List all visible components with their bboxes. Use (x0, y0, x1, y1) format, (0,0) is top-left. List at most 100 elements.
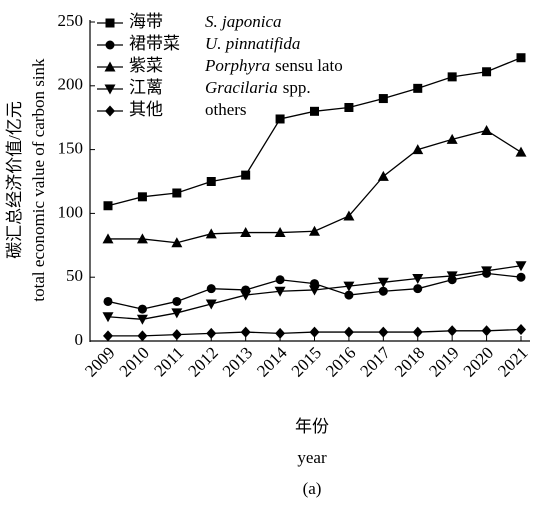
marker (481, 124, 493, 135)
marker (206, 327, 217, 339)
marker (309, 326, 320, 338)
y-tick-label: 250 (58, 11, 84, 30)
marker (104, 84, 116, 95)
marker (343, 326, 354, 338)
legend-name: 海带 (129, 12, 163, 31)
marker (136, 314, 148, 325)
legend-name: 裙带菜 (129, 34, 180, 53)
x-tick-label: 2014 (253, 343, 291, 381)
marker (206, 177, 216, 186)
legend-name: 其他 (129, 100, 163, 119)
x-tick-label: 2013 (219, 343, 256, 380)
x-tick-label: 2011 (150, 343, 187, 380)
y-tick-label: 200 (58, 75, 84, 94)
marker (378, 94, 388, 104)
legend-latin: Porphyra (204, 56, 270, 75)
marker (240, 227, 252, 238)
marker (413, 284, 423, 294)
marker (481, 266, 493, 277)
legend-label: 紫菜 Porphyra sensu lato (129, 56, 343, 75)
caption: (a) (303, 479, 322, 498)
marker (447, 325, 458, 337)
y-tick-label: 50 (66, 266, 83, 285)
marker (275, 327, 286, 339)
marker (515, 261, 527, 272)
y-tick-label: 100 (58, 202, 84, 221)
legend-note: others (205, 100, 247, 119)
legend-label: 江蓠 Gracilaria spp. (129, 78, 311, 97)
marker (137, 192, 147, 202)
marker (413, 83, 423, 93)
marker (482, 67, 492, 77)
marker (240, 290, 252, 301)
marker (241, 170, 251, 180)
marker (105, 18, 115, 28)
x-tick-label: 2021 (494, 343, 531, 380)
marker (343, 281, 355, 292)
marker (172, 296, 182, 306)
marker (344, 290, 354, 300)
x-tick-label: 2019 (425, 343, 462, 380)
marker (412, 144, 424, 155)
marker (274, 286, 286, 297)
marker (172, 188, 182, 198)
marker (136, 233, 148, 244)
marker (171, 329, 182, 341)
marker (104, 61, 116, 72)
y-tick-label: 150 (58, 139, 84, 158)
legend-label: 海带 S. japonica (129, 12, 282, 31)
marker (446, 133, 458, 144)
legend-latin: S. japonica (205, 12, 282, 31)
y-tick-label: 0 (75, 330, 84, 349)
x-tick-label: 2018 (391, 343, 428, 380)
marker (105, 40, 115, 50)
marker (377, 170, 389, 181)
marker (205, 228, 217, 239)
x-tick-label: 2010 (116, 343, 153, 380)
x-axis-label: 年份 (295, 417, 329, 436)
x-tick-label: 2015 (288, 343, 325, 380)
legend-note: sensu lato (275, 56, 343, 75)
marker (103, 330, 113, 342)
marker (102, 312, 114, 323)
marker (206, 284, 216, 294)
marker (240, 326, 251, 338)
marker (447, 72, 457, 82)
marker (515, 146, 527, 157)
x-tick-label: 2016 (322, 343, 359, 380)
legend-note: spp. (283, 78, 311, 97)
marker (378, 326, 389, 338)
x-tick-label: 2020 (460, 343, 497, 380)
marker (103, 201, 113, 211)
marker (446, 271, 458, 282)
marker (516, 324, 526, 336)
marker (137, 304, 147, 314)
legend-name: 江蓠 (129, 78, 163, 97)
y-axis-label: total economic value of carbon sink (29, 58, 48, 302)
marker (103, 296, 113, 306)
marker (377, 277, 389, 288)
marker (274, 227, 286, 238)
marker (516, 272, 526, 282)
marker (412, 326, 423, 338)
marker (275, 275, 285, 285)
marker (343, 210, 355, 221)
data-line (107, 57, 522, 207)
legend-latin: U. pinnatifida (205, 34, 300, 53)
marker (309, 225, 320, 236)
marker (309, 285, 320, 296)
marker (344, 102, 354, 112)
marker (378, 286, 388, 296)
marker (310, 106, 319, 116)
x-tick-label: 2017 (356, 343, 394, 381)
marker (205, 299, 217, 310)
marker (171, 237, 183, 248)
legend-name: 紫菜 (129, 56, 163, 75)
legend-label: 其他 others (129, 100, 247, 119)
y-axis-label: 碳汇总经济价值/亿元 (5, 101, 24, 259)
x-tick-label: 2012 (184, 343, 221, 380)
marker (137, 330, 148, 342)
marker (105, 105, 115, 117)
marker (412, 273, 424, 284)
